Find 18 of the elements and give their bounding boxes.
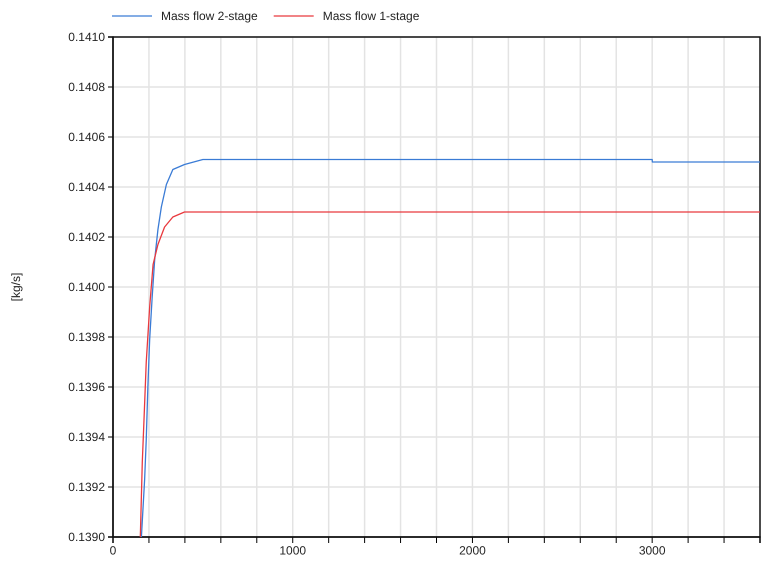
- x-tick-label: 2000: [459, 544, 486, 558]
- y-tick-label: 0.1408: [68, 80, 106, 94]
- y-axis-title: [kg/s]: [9, 272, 23, 302]
- y-tick-label: 0.1406: [68, 130, 106, 144]
- x-tick-label: 0: [110, 544, 117, 558]
- y-tick-label: 0.1402: [68, 230, 106, 244]
- y-tick-label: 0.1410: [68, 30, 106, 44]
- y-tick-label: 0.1392: [68, 480, 106, 494]
- y-tick-label: 0.1396: [68, 380, 106, 394]
- legend-label: Mass flow 2-stage: [161, 9, 258, 23]
- y-tick-label: 0.1390: [68, 530, 106, 544]
- y-tick-label: 0.1404: [68, 180, 106, 194]
- legend-label: Mass flow 1-stage: [322, 9, 420, 23]
- x-tick-label: 1000: [279, 544, 306, 558]
- y-tick-label: 0.1400: [68, 280, 106, 294]
- y-tick-label: 0.1398: [68, 330, 106, 344]
- x-tick-label: 3000: [638, 544, 666, 558]
- y-tick-label: 0.1394: [68, 430, 106, 444]
